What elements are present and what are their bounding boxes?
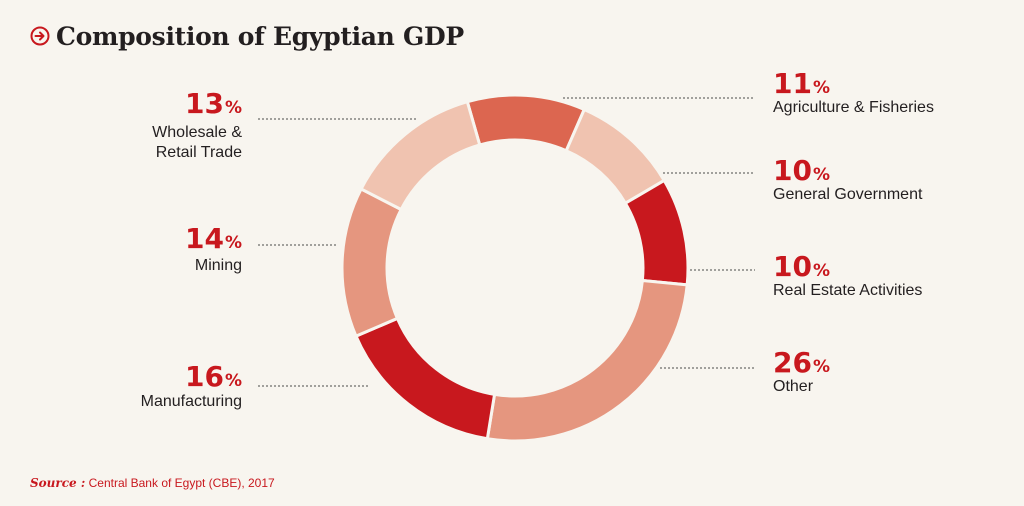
slice-other xyxy=(485,278,689,443)
percent-mining: 14% xyxy=(185,222,242,255)
percent-manufacturing: 16% xyxy=(185,360,242,393)
source-text: Central Bank of Egypt (CBE), 2017 xyxy=(88,476,275,490)
arrow-circle-right-icon xyxy=(30,26,50,46)
percent-general-government: 10% xyxy=(773,154,830,187)
source-note: Source : Central Bank of Egypt (CBE), 20… xyxy=(30,476,275,490)
label-real-estate-activities: Real Estate Activities xyxy=(773,282,922,299)
label-wholesale-and-retail-trade-line-2: Retail Trade xyxy=(156,144,242,161)
slice-manufacturing xyxy=(354,316,497,441)
label-mining: Mining xyxy=(195,257,242,274)
slice-wholesale-and-retail-trade xyxy=(359,99,482,212)
label-wholesale-and-retail-trade-line-1: Wholesale & xyxy=(152,124,242,141)
slice-mining xyxy=(340,186,404,339)
donut-slices xyxy=(340,93,690,443)
slice-agriculture-and-fisheries xyxy=(465,93,587,153)
label-agriculture-and-fisheries: Agriculture & Fisheries xyxy=(773,99,934,116)
label-general-government: General Government xyxy=(773,186,923,203)
percent-real-estate-activities: 10% xyxy=(773,250,830,283)
slice-real-estate-activities xyxy=(623,178,690,287)
source-label: Source : xyxy=(30,476,86,490)
label-other: Other xyxy=(773,378,814,395)
percent-other: 26% xyxy=(773,346,830,379)
chart-header: Composition of Egyptian GDP xyxy=(30,18,464,54)
chart-title: Composition of Egyptian GDP xyxy=(56,21,464,51)
label-manufacturing: Manufacturing xyxy=(141,393,242,410)
percent-agriculture-and-fisheries: 11% xyxy=(773,67,830,100)
percent-wholesale-and-retail-trade: 13% xyxy=(185,87,242,120)
